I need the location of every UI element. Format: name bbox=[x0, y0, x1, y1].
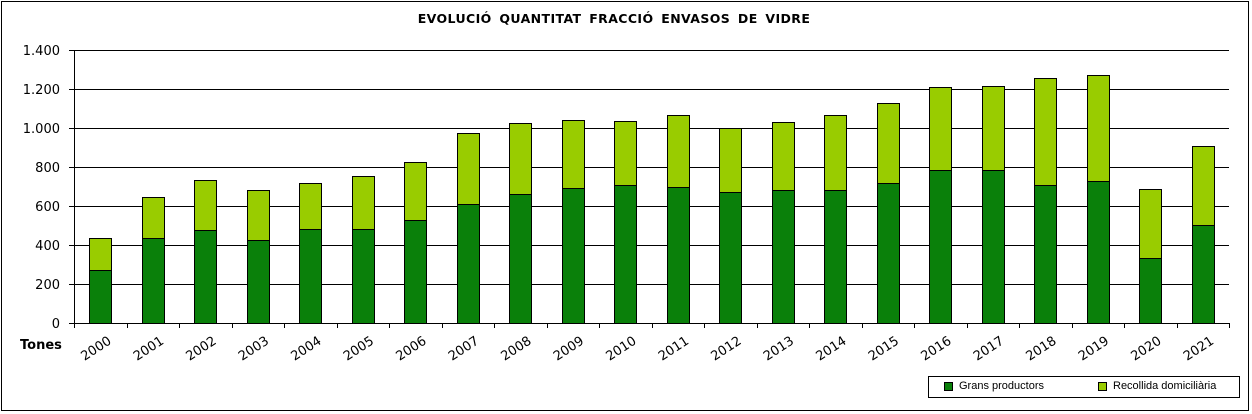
bar-grans-productors-2020 bbox=[1139, 258, 1162, 324]
x-tick-label: 2020 bbox=[1129, 334, 1165, 365]
bar-grans-productors-2005 bbox=[352, 229, 375, 324]
x-tick-label: 2010 bbox=[604, 334, 640, 365]
bar-grans-productors-2002 bbox=[194, 230, 217, 324]
bar-recollida-domiciliaria-2009 bbox=[562, 120, 585, 189]
bar-recollida-domiciliaria-2015 bbox=[877, 103, 900, 184]
x-tick-label: 2021 bbox=[1181, 334, 1217, 365]
bar-grans-productors-2017 bbox=[982, 170, 1005, 324]
x-tick-label: 2016 bbox=[919, 334, 955, 365]
bar-recollida-domiciliaria-2002 bbox=[194, 180, 217, 231]
legend: Grans productors Recollida domiciliària bbox=[928, 376, 1240, 398]
x-tick-label: 2001 bbox=[131, 334, 167, 365]
bar-grans-productors-2001 bbox=[142, 238, 165, 324]
bar-recollida-domiciliaria-2019 bbox=[1087, 75, 1110, 182]
y-tick-label: 1.200 bbox=[23, 83, 60, 98]
x-tick-label: 2008 bbox=[499, 334, 535, 365]
y-axis-label: Tones bbox=[20, 338, 62, 353]
bar-recollida-domiciliaria-2014 bbox=[824, 115, 847, 191]
x-tick-label: 2003 bbox=[236, 334, 272, 365]
bar-grans-productors-2015 bbox=[877, 183, 900, 324]
x-tick-label: 2018 bbox=[1024, 334, 1060, 365]
bar-recollida-domiciliaria-2010 bbox=[614, 121, 637, 186]
bar-recollida-domiciliaria-2020 bbox=[1139, 189, 1162, 259]
bar-grans-productors-2010 bbox=[614, 185, 637, 324]
bar-recollida-domiciliaria-2001 bbox=[142, 197, 165, 239]
x-tick-label: 2019 bbox=[1076, 334, 1112, 365]
bar-grans-productors-2006 bbox=[404, 220, 427, 324]
bar-grans-productors-2018 bbox=[1034, 185, 1057, 324]
bar-recollida-domiciliaria-2006 bbox=[404, 162, 427, 221]
bar-recollida-domiciliaria-2021 bbox=[1192, 146, 1215, 226]
bar-grans-productors-2008 bbox=[509, 194, 532, 324]
bar-grans-productors-2007 bbox=[457, 204, 480, 324]
x-tick-label: 2004 bbox=[289, 334, 325, 365]
y-tick-label: 600 bbox=[35, 200, 60, 215]
y-tick-label: 200 bbox=[35, 278, 60, 293]
bar-grans-productors-2000 bbox=[89, 270, 112, 324]
legend-swatch-recollida-domiciliaria bbox=[1098, 381, 1107, 391]
x-tick-label: 2006 bbox=[394, 334, 430, 365]
bar-recollida-domiciliaria-2011 bbox=[667, 115, 690, 188]
x-tick-label: 2012 bbox=[709, 334, 745, 365]
bar-grans-productors-2012 bbox=[719, 192, 742, 324]
x-tick-label: 2005 bbox=[341, 334, 377, 365]
bar-grans-productors-2003 bbox=[247, 240, 270, 324]
y-tick-label: 800 bbox=[35, 161, 60, 176]
bar-grans-productors-2016 bbox=[929, 170, 952, 324]
bar-recollida-domiciliaria-2004 bbox=[299, 183, 322, 230]
legend-item-grans-productors: Grans productors bbox=[944, 380, 1044, 392]
x-tick-label: 2009 bbox=[551, 334, 587, 365]
bar-grans-productors-2011 bbox=[667, 187, 690, 324]
bar-recollida-domiciliaria-2007 bbox=[457, 133, 480, 205]
bar-recollida-domiciliaria-2013 bbox=[772, 122, 795, 191]
x-tick-label: 2014 bbox=[814, 334, 850, 365]
x-tick-label: 2013 bbox=[761, 334, 797, 365]
bar-recollida-domiciliaria-2017 bbox=[982, 86, 1005, 171]
chart-title: EVOLUCIÓ QUANTITAT FRACCIÓ ENVASOS DE VI… bbox=[417, 11, 811, 26]
x-tick-label: 2017 bbox=[971, 334, 1007, 365]
bar-grans-productors-2019 bbox=[1087, 181, 1110, 324]
legend-item-recollida-domiciliaria: Recollida domiciliària bbox=[1098, 380, 1216, 392]
y-tick-label: 1.000 bbox=[23, 122, 60, 137]
bar-grans-productors-2009 bbox=[562, 188, 585, 324]
bar-recollida-domiciliaria-2016 bbox=[929, 87, 952, 171]
bar-recollida-domiciliaria-2003 bbox=[247, 190, 270, 241]
legend-label-grans-productors: Grans productors bbox=[959, 380, 1044, 392]
bar-grans-productors-2021 bbox=[1192, 225, 1215, 324]
y-tick-label: 1.400 bbox=[23, 44, 60, 59]
bar-recollida-domiciliaria-2012 bbox=[719, 128, 742, 193]
bar-recollida-domiciliaria-2018 bbox=[1034, 78, 1057, 186]
bar-grans-productors-2014 bbox=[824, 190, 847, 324]
y-tick-label: 400 bbox=[35, 239, 60, 254]
x-tick-label: 2000 bbox=[79, 334, 115, 365]
legend-swatch-grans-productors bbox=[944, 381, 953, 391]
x-tick-label: 2007 bbox=[446, 334, 482, 365]
x-tick-label: 2015 bbox=[866, 334, 902, 365]
x-tick-label: 2011 bbox=[656, 334, 692, 365]
y-tick-label: 0 bbox=[52, 317, 60, 332]
bar-grans-productors-2004 bbox=[299, 229, 322, 324]
bar-recollida-domiciliaria-2005 bbox=[352, 176, 375, 230]
legend-label-recollida-domiciliaria: Recollida domiciliària bbox=[1113, 380, 1217, 392]
bar-grans-productors-2013 bbox=[772, 190, 795, 324]
x-tick-label: 2002 bbox=[184, 334, 220, 365]
bar-recollida-domiciliaria-2008 bbox=[509, 123, 532, 195]
bar-recollida-domiciliaria-2000 bbox=[89, 238, 112, 271]
